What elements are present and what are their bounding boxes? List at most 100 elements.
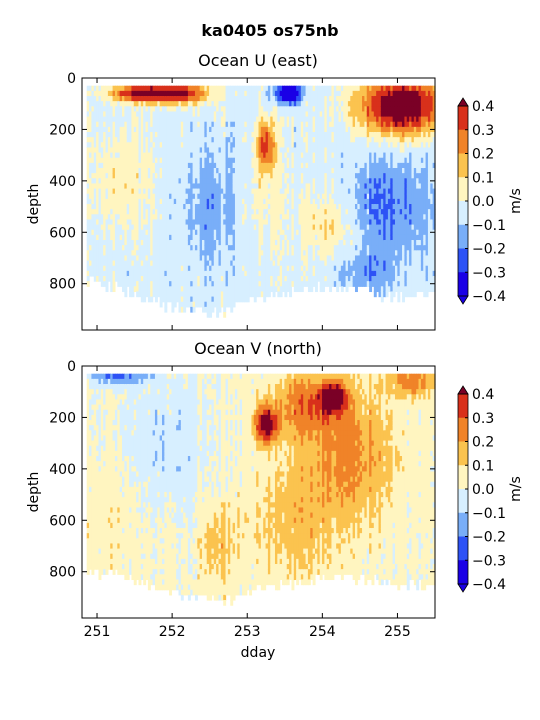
field-cell: [298, 286, 302, 293]
field-cell: [91, 209, 95, 215]
field-cell: [322, 255, 325, 262]
field-cell: [209, 306, 213, 313]
field-cell: [204, 142, 208, 149]
field-cell: [199, 178, 203, 185]
field-cell: [122, 85, 125, 92]
field-cell: [213, 137, 217, 143]
field-cell: [98, 240, 102, 246]
field-cell: [147, 168, 151, 174]
field-cell: [300, 116, 304, 123]
field-cell: [143, 229, 147, 236]
field-cell: [218, 204, 222, 210]
field-cell: [225, 234, 229, 241]
field-cell: [260, 270, 264, 277]
field-cell: [162, 132, 165, 138]
field-cell: [312, 209, 316, 215]
field-cell: [291, 255, 295, 262]
field-cell: [286, 96, 290, 102]
field-cell: [105, 240, 109, 246]
field-cell: [369, 234, 373, 241]
field-cell: [371, 204, 375, 210]
field-cell: [98, 214, 102, 221]
field-cell: [371, 276, 375, 282]
field-cell: [286, 162, 290, 169]
field-cell: [152, 168, 156, 174]
field-cell: [145, 224, 149, 231]
field-cell: [154, 260, 158, 267]
field-cell: [206, 111, 210, 118]
field-cell: [303, 198, 307, 205]
field-cell: [157, 111, 161, 118]
field-cell: [138, 183, 142, 190]
field-cell: [324, 85, 328, 92]
field-cell: [314, 260, 318, 267]
field-cell: [107, 96, 111, 102]
field-cell: [202, 147, 205, 154]
field-cell: [305, 96, 309, 102]
field-cell: [265, 111, 269, 118]
field-cell: [159, 270, 163, 277]
field-cell: [310, 142, 314, 149]
field-cell: [96, 85, 100, 92]
field-cell: [286, 265, 290, 272]
field-cell: [147, 245, 151, 251]
field-cell: [110, 137, 114, 143]
field-cell: [352, 132, 356, 138]
field-cell: [103, 240, 107, 246]
field-cell: [197, 85, 201, 92]
field-cell: [364, 178, 368, 185]
field-cell: [178, 173, 182, 179]
field-cell: [126, 137, 130, 143]
field-cell: [204, 240, 208, 246]
field-cell: [333, 240, 337, 246]
field-cell: [150, 121, 154, 128]
field-cell: [239, 296, 243, 303]
field-cell: [352, 245, 356, 251]
field-cell: [157, 286, 161, 293]
field-cell: [303, 183, 307, 190]
field-cell: [296, 234, 300, 241]
field-cell: [183, 260, 187, 267]
field-cell: [307, 147, 311, 154]
field-cell: [225, 137, 229, 143]
field-cell: [209, 198, 213, 205]
field-cell: [190, 281, 194, 287]
field-cell: [265, 178, 269, 185]
field-cell: [129, 132, 133, 138]
field-cell: [300, 111, 304, 118]
field-cell: [124, 147, 128, 154]
field-cell: [138, 281, 142, 287]
field-cell: [169, 255, 173, 262]
field-cell: [291, 224, 295, 231]
field-cell: [107, 90, 111, 97]
field-cell: [249, 121, 253, 128]
field-cell: [124, 85, 128, 92]
field-cell: [232, 193, 236, 200]
field-cell: [223, 270, 227, 277]
field-cell: [220, 132, 224, 138]
field-cell: [364, 234, 368, 241]
field-cell: [220, 250, 224, 257]
field-cell: [244, 229, 248, 236]
field-cell: [223, 265, 227, 272]
field-cell: [105, 245, 109, 251]
field-cell: [100, 209, 104, 215]
field-cell: [277, 286, 281, 293]
field-cell: [93, 270, 97, 277]
field-cell: [185, 260, 189, 267]
field-cell: [260, 178, 264, 185]
field-cell: [232, 162, 236, 169]
field-cell: [279, 240, 283, 246]
field-cell: [122, 209, 125, 215]
field-cell: [265, 121, 269, 128]
field-cell: [371, 209, 375, 215]
field-cell: [107, 126, 111, 133]
field-cell: [246, 132, 250, 138]
field-cell: [364, 198, 368, 205]
field-cell: [343, 209, 347, 215]
field-cell: [154, 157, 158, 164]
field-cell: [131, 183, 135, 190]
field-cell: [183, 234, 187, 241]
field-cell: [157, 142, 161, 149]
field-cell: [345, 260, 349, 267]
